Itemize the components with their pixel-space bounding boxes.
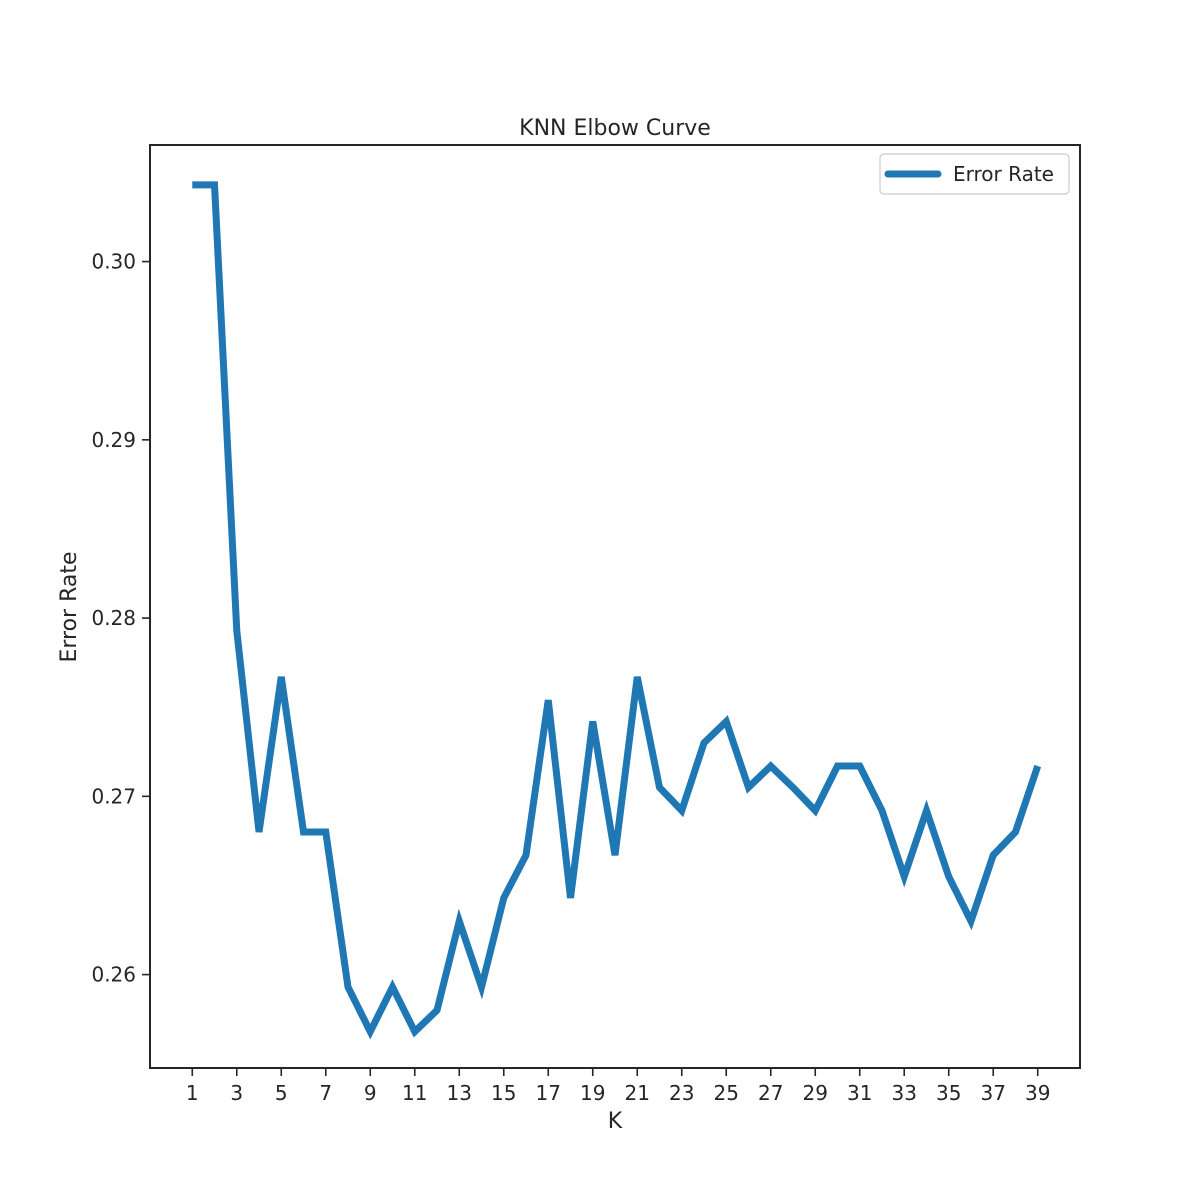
x-tick-label: 9 (364, 1081, 377, 1105)
chart-title: KNN Elbow Curve (519, 116, 711, 141)
x-tick-label: 17 (536, 1081, 561, 1105)
y-tick-label: 0.29 (91, 428, 136, 452)
x-tick-label: 19 (580, 1081, 605, 1105)
series-layer (192, 181, 1042, 1040)
x-axis-label: K (608, 1109, 623, 1134)
x-tick-label: 25 (714, 1081, 739, 1105)
x-tick-label: 13 (447, 1081, 472, 1105)
y-tick-label: 0.26 (91, 963, 136, 987)
y-axis-ticks: 0.26 0.27 0.28 0.29 0.30 (91, 250, 150, 987)
x-tick-label: 23 (669, 1081, 694, 1105)
x-axis-ticks: 1 3 5 7 9 11 13 15 17 19 21 23 25 27 29 31 33 35 37 39 (186, 1068, 1050, 1105)
x-tick-label: 15 (491, 1081, 516, 1105)
x-tick-label: 33 (892, 1081, 917, 1105)
y-tick-label: 0.27 (91, 784, 136, 808)
x-tick-label: 31 (847, 1081, 872, 1105)
x-tick-label: 37 (981, 1081, 1006, 1105)
x-tick-label: 29 (803, 1081, 828, 1105)
legend: Error Rate (879, 153, 1070, 195)
x-tick-label: 27 (758, 1081, 783, 1105)
x-tick-label: 11 (402, 1081, 427, 1105)
y-tick-label: 0.28 (91, 606, 136, 630)
x-tick-label: 1 (186, 1081, 199, 1105)
x-tick-label: 39 (1025, 1081, 1050, 1105)
plot-frame (149, 144, 1081, 1069)
legend-box (879, 153, 1070, 195)
y-axis-label: Error Rate (57, 551, 82, 662)
series-line-error-rate (192, 181, 1042, 1040)
legend-label: Error Rate (953, 162, 1054, 186)
x-tick-label: 35 (936, 1081, 961, 1105)
x-tick-label: 21 (625, 1081, 650, 1105)
x-tick-label: 5 (275, 1081, 288, 1105)
y-tick-label: 0.30 (91, 250, 136, 274)
x-tick-label: 7 (319, 1081, 332, 1105)
x-tick-label: 3 (230, 1081, 243, 1105)
